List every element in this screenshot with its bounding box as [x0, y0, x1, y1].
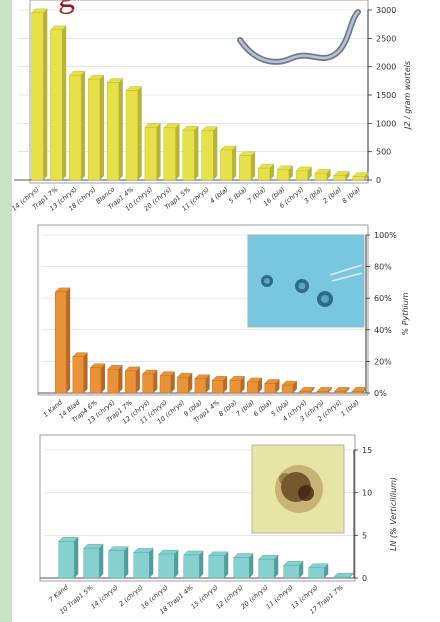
verticillium-inset-photo [251, 444, 345, 534]
y-tick-label: 20% [374, 357, 392, 366]
y-tick-label: 60% [374, 294, 392, 303]
bar [276, 165, 294, 181]
bar [54, 287, 71, 394]
x-category-label: 7 Kand [47, 583, 70, 604]
x-category-label: 8 (bla) [340, 185, 361, 205]
bar [299, 387, 315, 394]
bar [108, 546, 129, 579]
bar [49, 25, 67, 181]
y-tick-label: 0 [362, 574, 367, 583]
bar [87, 74, 105, 181]
bar [283, 560, 304, 579]
x-category-label: 14 (chrys) [89, 583, 119, 610]
y-tick-label: 0% [374, 389, 387, 398]
pythium-inset-photo [247, 234, 365, 328]
y-tick-label: 3000 [376, 6, 396, 15]
y-tick-label: 2500 [376, 34, 396, 43]
y-tick-label: 1500 [376, 91, 396, 100]
bar [351, 387, 368, 394]
y-tick-label: 5 [362, 531, 367, 540]
y-tick-label: 10 [362, 489, 372, 498]
y-tick-label: 80% [374, 263, 392, 272]
bar [201, 126, 218, 181]
bar [352, 172, 369, 181]
bar [211, 376, 228, 394]
y-tick-label: 2000 [376, 63, 396, 72]
bar [163, 123, 181, 181]
x-category-label: 6 (bla) [252, 398, 273, 418]
bar [257, 163, 275, 181]
bar [238, 151, 256, 181]
x-category-label: 7 (bla) [235, 398, 256, 418]
nematode-chart: 0 500 1000 1500 2000 2500 3000 J2 / gram wortel… [10, 0, 412, 213]
bar [144, 123, 162, 181]
x-category-label: 3 (bla) [303, 185, 324, 205]
bar [107, 365, 123, 394]
bar [333, 387, 350, 394]
bar [295, 166, 313, 181]
bar [314, 168, 332, 181]
x-category-label: 1 (bla) [339, 398, 360, 418]
bar [233, 553, 254, 579]
bar [159, 371, 176, 394]
bar [333, 171, 351, 181]
bar [308, 563, 329, 579]
bar [182, 125, 199, 181]
y-tick-label: 40% [374, 326, 392, 335]
bar [89, 363, 106, 394]
x-category-label: 2 (bla) [322, 185, 343, 205]
bar [264, 379, 280, 394]
bar [316, 387, 333, 394]
y-tick-label: 1000 [376, 119, 396, 128]
bar [142, 369, 158, 394]
bar [246, 377, 263, 394]
bar [125, 86, 143, 181]
bar [229, 376, 246, 394]
bar [194, 374, 211, 394]
y-tick-label: 15 [362, 446, 372, 455]
x-category-label: 5 (bla) [227, 185, 248, 205]
bar [133, 548, 154, 579]
y-axis-label: LN (% Verticillium) [389, 477, 398, 551]
bar [208, 551, 229, 579]
x-category-label: 8 (bla) [217, 398, 238, 418]
nematode-inset-photo [237, 9, 361, 65]
y-tick-label: 500 [376, 148, 391, 157]
bar [124, 366, 141, 394]
x-category-label: 4 (bla) [208, 185, 229, 205]
title-fragment: g [58, 0, 75, 16]
bar [72, 352, 89, 394]
y-axis-label: J2 / gram wortels [403, 61, 412, 131]
bar [258, 555, 279, 579]
bar [183, 550, 204, 579]
bar [281, 380, 298, 394]
left-color-band [0, 0, 12, 622]
bar [83, 543, 104, 579]
bar [68, 70, 86, 181]
bar [31, 8, 48, 181]
y-axis-label: % Pythium [401, 292, 410, 335]
bar [176, 372, 193, 394]
bar [58, 537, 79, 579]
y-tick-label: 100% [374, 231, 397, 240]
y-tick-label: 0 [376, 176, 381, 185]
bar [106, 78, 124, 181]
bar [158, 549, 179, 579]
bar [219, 145, 237, 181]
bar [333, 572, 354, 579]
